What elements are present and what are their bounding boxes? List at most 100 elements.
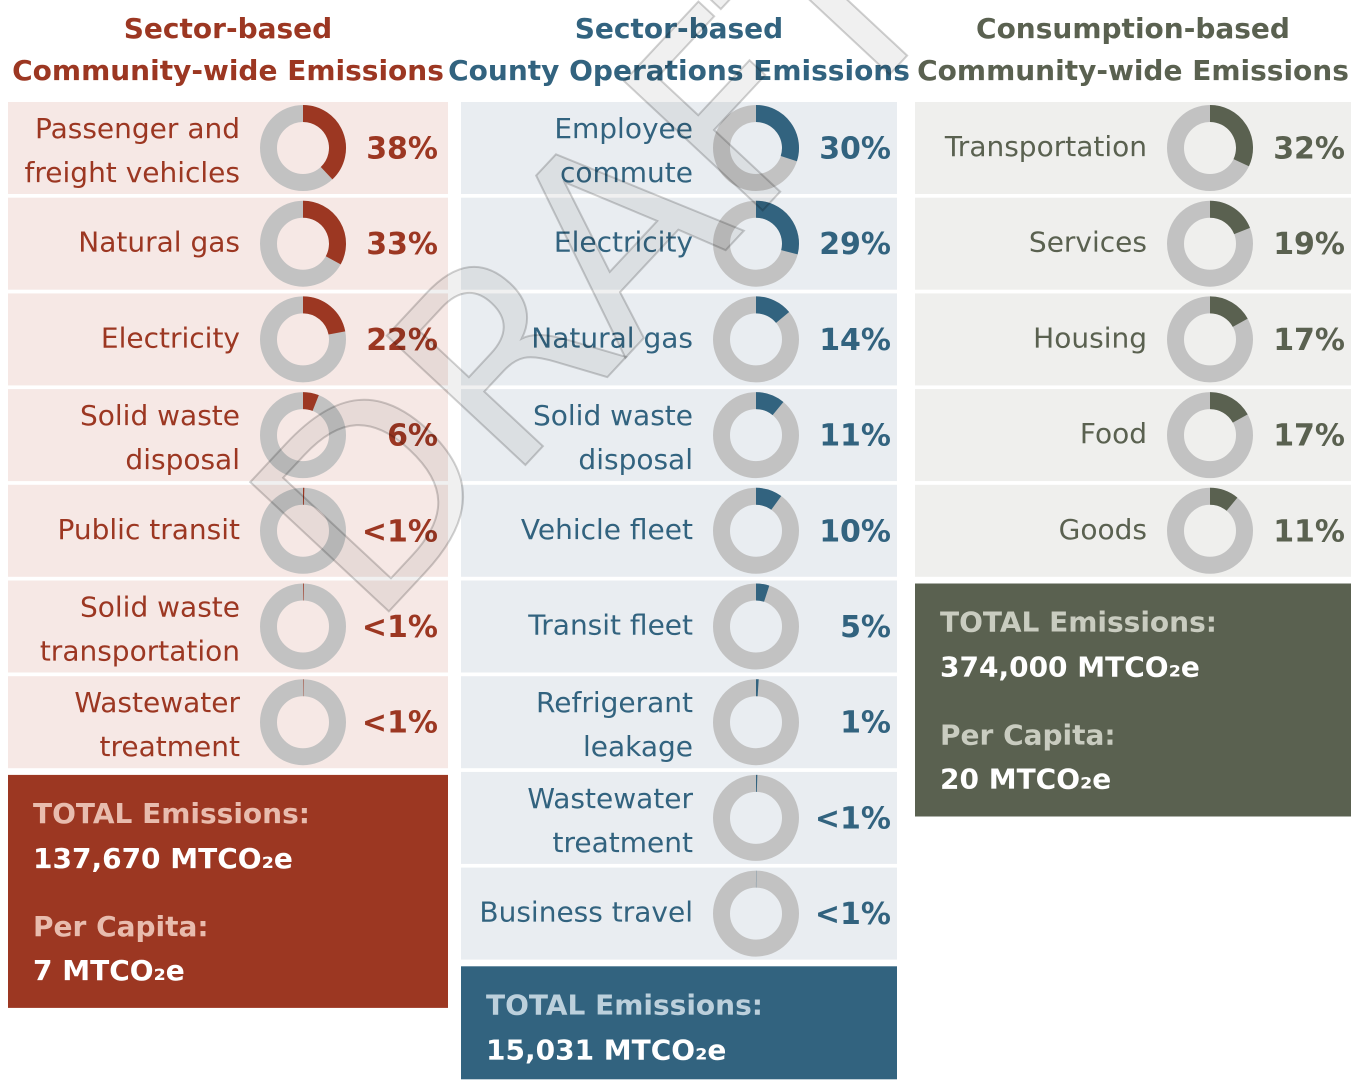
- row-label: Transportation: [944, 130, 1147, 163]
- row-label: Transit fleet: [527, 609, 693, 642]
- value-label: 29%: [819, 227, 891, 262]
- column-title: Community-wide Emissions: [917, 54, 1349, 87]
- row-label: Solid waste: [80, 591, 240, 624]
- row-background: [461, 867, 897, 960]
- row-background: [461, 389, 897, 482]
- value-label: <1%: [815, 801, 891, 836]
- row-background: [461, 293, 897, 386]
- column-title: Community-wide Emissions: [12, 54, 444, 87]
- row-background: [915, 197, 1351, 290]
- total-value: 137,670 MTCO₂e: [33, 842, 293, 875]
- row-label: Services: [1029, 226, 1147, 259]
- row-background: [461, 484, 897, 577]
- row-label: transportation: [40, 635, 240, 668]
- value-label: 14%: [819, 323, 891, 358]
- row-background: [8, 293, 448, 386]
- value-label: 5%: [840, 610, 891, 645]
- row-label: Electricity: [554, 226, 693, 259]
- donut-slice: [1209, 105, 1253, 167]
- row-background: [461, 102, 897, 194]
- row-label: disposal: [578, 443, 693, 476]
- row-label: Employee: [554, 112, 693, 145]
- donut-slice: [1209, 296, 1248, 328]
- row-label: Public transit: [57, 513, 240, 546]
- row-label: Natural gas: [531, 321, 693, 354]
- row-background: [461, 771, 897, 864]
- total-value: 374,000 MTCO₂e: [940, 651, 1200, 684]
- value-label: 32%: [1273, 132, 1345, 167]
- donut-slice: [755, 583, 770, 602]
- row-background: [915, 102, 1351, 194]
- value-label: <1%: [362, 706, 438, 741]
- row-label: Food: [1080, 417, 1147, 450]
- row-background: [8, 197, 448, 290]
- value-label: 11%: [1273, 514, 1345, 549]
- donut-slice: [755, 296, 790, 324]
- total-box: [915, 583, 1351, 817]
- donut-slice: [1209, 392, 1248, 424]
- donut-slice: [755, 200, 799, 255]
- row-label: Passenger and: [35, 112, 240, 145]
- row-background: [8, 102, 448, 194]
- total-value: 15,031 MTCO₂e: [486, 1033, 726, 1066]
- row-background: [915, 389, 1351, 482]
- donut-slice: [755, 105, 799, 162]
- row-label: Wastewater: [74, 686, 240, 719]
- row-background: [461, 676, 897, 769]
- row-background: [8, 580, 448, 673]
- per-capita-label: Per Capita:: [33, 910, 209, 943]
- column-title: Sector-based: [575, 12, 783, 45]
- value-label: 11%: [819, 419, 891, 454]
- row-label: Refrigerant: [536, 686, 693, 719]
- total-box: [461, 966, 897, 1080]
- row-label: leakage: [583, 730, 693, 763]
- row-label: Vehicle fleet: [521, 513, 693, 546]
- row-background: [915, 293, 1351, 386]
- value-label: 22%: [366, 323, 438, 358]
- value-label: 30%: [819, 132, 891, 167]
- donut-slice: [302, 105, 346, 180]
- total-box: [8, 774, 448, 1008]
- value-label: 1%: [840, 706, 891, 741]
- row-background: [8, 484, 448, 577]
- value-label: 10%: [819, 514, 891, 549]
- row-label: treatment: [553, 826, 693, 859]
- donut-slice: [302, 296, 346, 336]
- per-capita-value: 7 MTCO₂e: [33, 954, 185, 987]
- value-label: 6%: [387, 419, 438, 454]
- row-background: [8, 676, 448, 769]
- row-label: treatment: [100, 730, 240, 763]
- column-title: Consumption-based: [976, 12, 1290, 45]
- value-label: <1%: [362, 610, 438, 645]
- total-label: TOTAL Emissions:: [940, 606, 1217, 639]
- row-background: [461, 197, 897, 290]
- per-capita-value: 20 MTCO₂e: [940, 763, 1111, 796]
- value-label: 17%: [1273, 419, 1345, 454]
- row-label: Business travel: [479, 896, 693, 929]
- row-label: Wastewater: [527, 782, 693, 815]
- column-title: County Operations Emissions: [448, 54, 910, 87]
- total-label: TOTAL Emissions:: [33, 797, 310, 830]
- value-label: 19%: [1273, 227, 1345, 262]
- per-capita-label: Per Capita:: [940, 719, 1116, 752]
- row-label: Solid waste: [80, 399, 240, 432]
- value-label: <1%: [815, 897, 891, 932]
- row-label: Solid waste: [533, 399, 693, 432]
- row-label: commute: [560, 156, 693, 189]
- value-label: 38%: [366, 132, 438, 167]
- donut-slice: [755, 392, 784, 416]
- row-background: [915, 484, 1351, 577]
- total-label: TOTAL Emissions:: [486, 988, 763, 1021]
- row-label: Housing: [1033, 321, 1147, 354]
- row-label: Natural gas: [78, 226, 240, 259]
- row-label: Goods: [1059, 513, 1147, 546]
- column-title: Sector-based: [124, 12, 332, 45]
- row-label: Electricity: [101, 321, 240, 354]
- row-label: disposal: [125, 443, 240, 476]
- row-label: freight vehicles: [25, 156, 240, 189]
- value-label: 17%: [1273, 323, 1345, 358]
- donut-slice: [1209, 200, 1250, 235]
- value-label: <1%: [362, 514, 438, 549]
